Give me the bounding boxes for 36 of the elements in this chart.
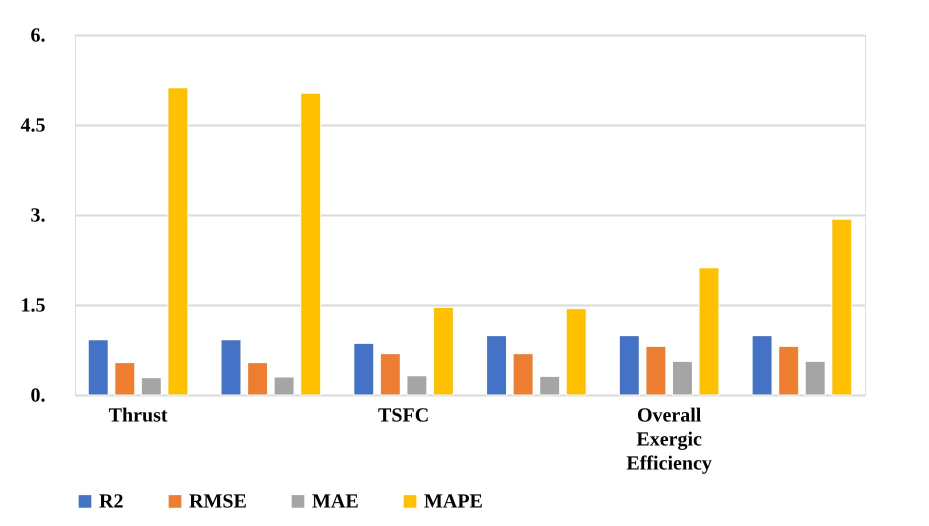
legend-label: R2 [99,490,124,512]
bar [566,308,587,396]
bar [380,353,401,396]
legend-label: MAE [312,490,359,512]
bar [672,360,693,396]
bar [512,353,534,396]
legend-label: RMSE [189,490,247,512]
y-tick-label: 3. [30,204,46,226]
bar [353,342,374,396]
x-tick-label: Overall Exergic Efficiency [626,404,712,474]
bar [167,87,188,396]
bar [831,218,852,396]
legend-label: MAPE [424,490,483,512]
bar [300,92,322,396]
x-tick-label: TSFC [378,404,430,426]
bar [432,306,454,396]
bar [114,362,136,396]
bar [804,360,826,396]
bar [486,335,508,396]
bar [778,346,800,396]
bar [406,375,428,396]
bar [274,376,295,396]
bar [247,362,268,396]
y-tick-label: 1.5 [20,294,46,316]
x-tick-label: Thrust [108,404,168,426]
bar [88,339,109,396]
bar [618,335,640,396]
y-tick-label: 4.5 [20,114,46,136]
bar [539,376,560,396]
bar [645,346,666,396]
bar [140,377,162,396]
bar [698,267,720,396]
bar [220,339,242,396]
bar [752,335,773,396]
y-tick-label: 6. [30,24,46,46]
y-tick-label: 0. [30,384,46,406]
